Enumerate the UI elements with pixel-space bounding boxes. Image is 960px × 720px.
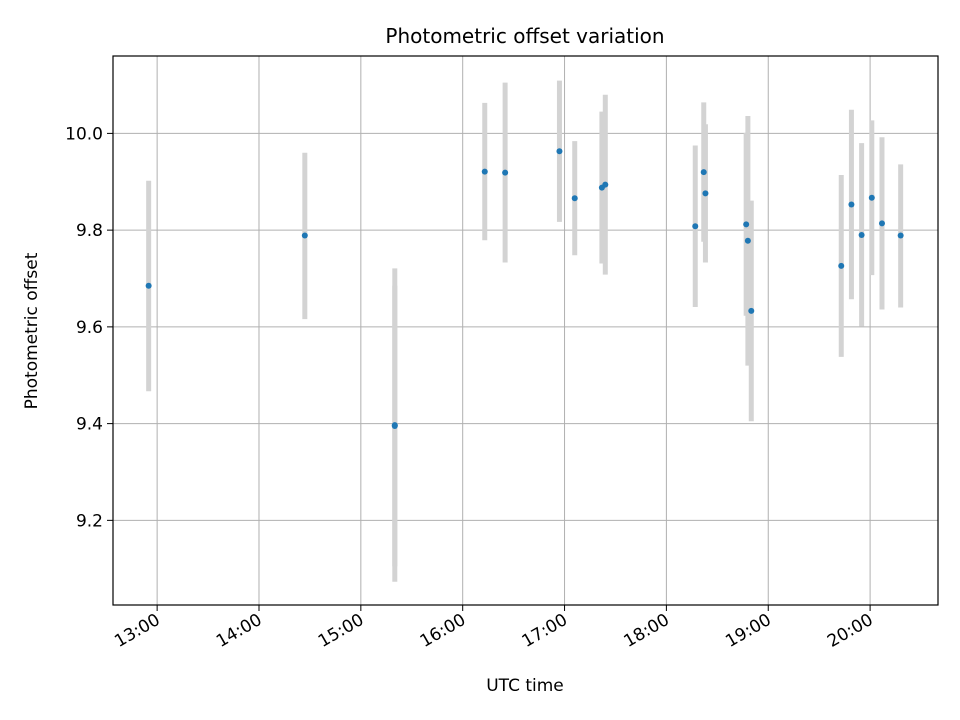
- y-axis-label: Photometric offset: [22, 252, 42, 409]
- data-point: [481, 168, 488, 175]
- data-point: [602, 181, 609, 188]
- axes-frame: [112, 55, 939, 606]
- data-point: [301, 232, 308, 239]
- y-tick-label: 9.6: [76, 318, 103, 338]
- y-tick-label: 10.0: [65, 124, 103, 144]
- chart-title: Photometric offset variation: [385, 24, 664, 48]
- data-point: [868, 194, 875, 201]
- data-point: [556, 148, 563, 155]
- y-tick-label: 9.4: [76, 415, 103, 435]
- data-point: [744, 237, 751, 244]
- y-tick-label: 9.2: [76, 511, 103, 531]
- data-point: [571, 195, 578, 202]
- data-point: [858, 231, 865, 238]
- data-point: [391, 423, 398, 430]
- y-axis-ticks: 9.2 9.4 9.6 9.8 10.0: [65, 124, 113, 531]
- data-point: [702, 190, 709, 197]
- grid: [113, 56, 938, 605]
- data-point: [748, 307, 755, 314]
- y-tick-label: 9.8: [76, 221, 103, 241]
- data-point: [897, 232, 904, 239]
- data-point: [502, 169, 509, 176]
- data-point: [743, 221, 750, 228]
- x-axis-label: UTC time: [486, 676, 564, 696]
- data-point: [700, 169, 707, 176]
- data-point: [692, 223, 699, 230]
- data-points: [145, 148, 904, 430]
- data-point: [848, 201, 855, 208]
- data-point: [838, 262, 845, 269]
- data-point: [878, 220, 885, 227]
- data-point: [145, 282, 152, 289]
